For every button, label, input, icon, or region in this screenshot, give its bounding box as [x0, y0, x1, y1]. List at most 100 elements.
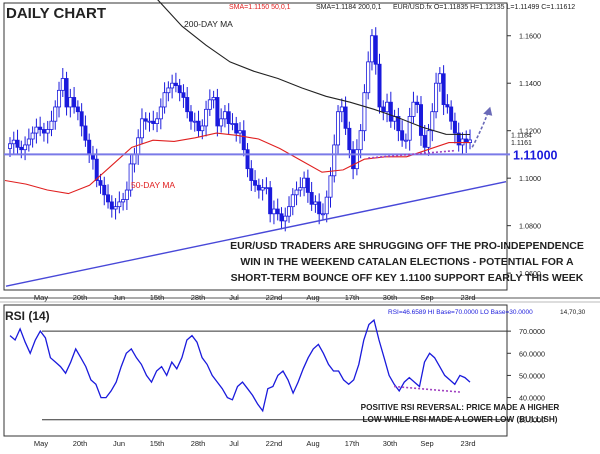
- candle-body: [430, 111, 435, 132]
- candle-body: [49, 120, 54, 130]
- candle-body: [377, 63, 382, 108]
- candle-body: [347, 127, 352, 151]
- candle-body: [170, 82, 175, 89]
- candle-body: [464, 138, 469, 143]
- candle-body: [219, 118, 224, 127]
- candle-body: [400, 130, 405, 141]
- candle-body: [53, 106, 58, 122]
- x-tick-label: Sep: [420, 293, 433, 302]
- rsi-tick-label: 60.0000: [519, 349, 545, 358]
- price-divergence-line: [368, 149, 455, 159]
- candle-body: [211, 97, 216, 101]
- trendline: [5, 181, 507, 287]
- candle-body: [75, 106, 80, 113]
- candle-body: [260, 187, 265, 191]
- price-tick-label: 1.1600: [519, 32, 541, 41]
- price-tick-label: 1.1200: [519, 127, 541, 136]
- candle-body: [426, 130, 431, 148]
- candle-body: [128, 163, 133, 191]
- rsi-tick-label: 40.0000: [519, 394, 545, 403]
- candle-body: [336, 111, 341, 146]
- candle-body: [332, 144, 337, 177]
- rsi-readout: RSI=46.6589 HI Base=70.0000 LO Base=30.0…: [388, 309, 533, 316]
- candle-body: [143, 118, 148, 122]
- x-tick-label: Jul: [229, 293, 239, 302]
- x-tick-label: 30th: [383, 293, 398, 302]
- candle-body: [241, 130, 246, 151]
- candle-body: [151, 120, 156, 124]
- candle-body: [200, 125, 205, 132]
- candle-body: [305, 177, 310, 193]
- candle-body: [396, 116, 401, 132]
- rsi-divergence-line: [394, 385, 460, 393]
- candle-body: [279, 213, 284, 222]
- candle-body: [83, 125, 88, 141]
- x-tick-label: 15th: [150, 439, 165, 448]
- candle-body: [30, 132, 35, 140]
- candle-body: [26, 138, 31, 146]
- candle-body: [136, 137, 141, 155]
- candle-body: [87, 139, 92, 155]
- candle-body: [106, 194, 111, 203]
- price-annotation-line: WIN IN THE WEEKEND CATALAN ELECTIONS - P…: [240, 256, 574, 268]
- candle-body: [385, 101, 390, 113]
- x-tick-label: 30th: [383, 439, 398, 448]
- candle-body: [222, 111, 227, 120]
- candle-body: [34, 126, 39, 134]
- x-tick-label: Aug: [306, 293, 319, 302]
- x-tick-label: 20th: [73, 293, 88, 302]
- candle-body: [369, 35, 374, 63]
- candle-body: [264, 187, 269, 190]
- candle-body: [215, 97, 220, 127]
- x-tick-label: 28th: [191, 293, 206, 302]
- candle-body: [147, 120, 152, 123]
- candle-body: [109, 201, 114, 210]
- sma50-readout: SMA=1.1150 50,0,1: [229, 4, 291, 11]
- candle-body: [256, 184, 261, 191]
- candle-body: [23, 144, 28, 151]
- rsi-tick-label: 70.0000: [519, 327, 545, 336]
- rsi-params: 14,70,30: [560, 309, 586, 316]
- candle-body: [328, 175, 333, 198]
- x-tick-label: Aug: [306, 439, 319, 448]
- price-tag: 1.1184: [511, 132, 532, 139]
- chart-title: DAILY CHART: [6, 5, 107, 22]
- candle-body: [275, 208, 280, 215]
- ma50-line: [4, 132, 470, 195]
- candle-body: [19, 146, 24, 151]
- candle-body: [452, 120, 457, 134]
- candle-body: [245, 149, 250, 170]
- ma200-line: [157, 0, 471, 136]
- candle-body: [271, 208, 276, 215]
- x-tick-label: 22nd: [266, 439, 283, 448]
- price-annotation: EUR/USD TRADERS ARE SHRUGGING OFF THE PR…: [226, 238, 588, 286]
- sma200-readout: SMA=1.1184 200,0,1: [316, 4, 382, 11]
- price-tick-label: 1.1000: [519, 174, 541, 183]
- x-tick-label: 17th: [345, 439, 360, 448]
- candle-body: [434, 82, 439, 113]
- price-tag: 1.1161: [511, 140, 532, 147]
- candle-body: [79, 111, 84, 127]
- candle-body: [388, 101, 393, 122]
- candle-body: [456, 132, 461, 146]
- candle-body: [7, 143, 12, 149]
- price-annotation-line: SHORT-TERM BOUNCE OFF KEY 1.1100 SUPPORT…: [230, 272, 584, 284]
- candle-body: [287, 206, 292, 217]
- candle-body: [38, 126, 43, 130]
- x-tick-label: 23rd: [460, 439, 475, 448]
- candle-body: [173, 82, 178, 86]
- candle-body: [124, 189, 129, 200]
- candle-body: [98, 180, 103, 186]
- candle-body: [411, 101, 416, 117]
- candle-body: [366, 61, 371, 94]
- candle-body: [41, 129, 46, 134]
- candle-body: [415, 101, 420, 105]
- candle-body: [207, 99, 212, 110]
- rsi-annotation-line: LOW WHILE RSI MADE A LOWER LOW (BULLISH): [362, 415, 558, 424]
- candle-body: [460, 138, 465, 146]
- arrowhead-icon: [483, 106, 493, 116]
- candle-body: [204, 108, 209, 127]
- candle-body: [72, 97, 77, 108]
- ma50-label: 50-DAY MA: [131, 180, 175, 190]
